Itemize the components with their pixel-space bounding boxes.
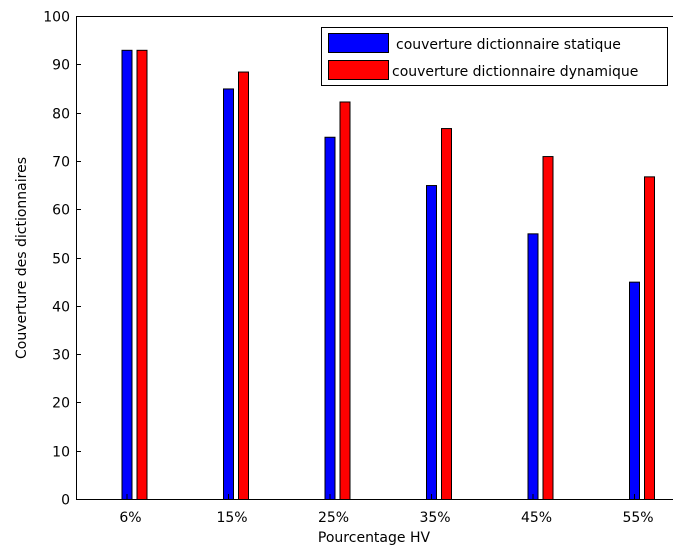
legend-swatch-dynamique	[328, 60, 389, 80]
y-tick-label: 70	[52, 155, 70, 171]
bar-statique-45pct	[527, 233, 539, 500]
x-axis-label: Pourcentage HV	[318, 530, 431, 546]
bar-dynamique-55pct	[644, 176, 655, 501]
legend-swatch-statique	[328, 33, 389, 53]
y-tick-label: 50	[52, 252, 70, 268]
bar-dynamique-25pct	[339, 101, 351, 500]
y-axis-ticks: 0 10 20 30 40 50 60 70 80 90 100	[43, 10, 81, 509]
x-tick-label: 35%	[419, 510, 450, 526]
y-tick-label: 40	[52, 300, 70, 316]
bar-dynamique-15pct	[238, 71, 249, 500]
x-axis-ticks: 6% 15% 25% 35% 45% 55%	[119, 494, 654, 526]
bar-statique-6pct	[121, 49, 133, 501]
x-tick-label: 45%	[521, 510, 552, 526]
bar-dynamique-35pct	[441, 128, 452, 500]
bar-statique-55pct	[629, 281, 640, 500]
y-tick-label: 90	[52, 58, 70, 74]
x-tick-label: 25%	[318, 510, 349, 526]
legend-label-dynamique: couverture dictionnaire dynamique	[392, 64, 638, 80]
y-tick-label: 60	[52, 203, 70, 219]
bar-statique-25pct	[324, 136, 336, 500]
plot-area	[76, 16, 673, 499]
x-tick-label: 55%	[622, 510, 653, 526]
bar-statique-15pct	[223, 88, 234, 500]
y-tick-label: 80	[52, 107, 70, 123]
bars-group	[121, 49, 655, 501]
x-tick-label: 6%	[119, 510, 141, 526]
legend-label-statique: couverture dictionnaire statique	[396, 37, 621, 53]
y-tick-label: 100	[43, 10, 70, 26]
bar-dynamique-45pct	[542, 156, 554, 500]
y-tick-label: 0	[61, 493, 70, 509]
y-tick-label: 10	[52, 445, 70, 461]
x-tick-label: 15%	[216, 510, 247, 526]
legend: couverture dictionnaire statique couvertu…	[321, 27, 668, 86]
y-axis-label: Couverture des dictionnaires	[14, 157, 30, 359]
y-tick-label: 20	[52, 396, 70, 412]
y-tick-label: 30	[52, 348, 70, 364]
bar-dynamique-6pct	[136, 49, 148, 501]
bar-statique-35pct	[426, 185, 437, 501]
